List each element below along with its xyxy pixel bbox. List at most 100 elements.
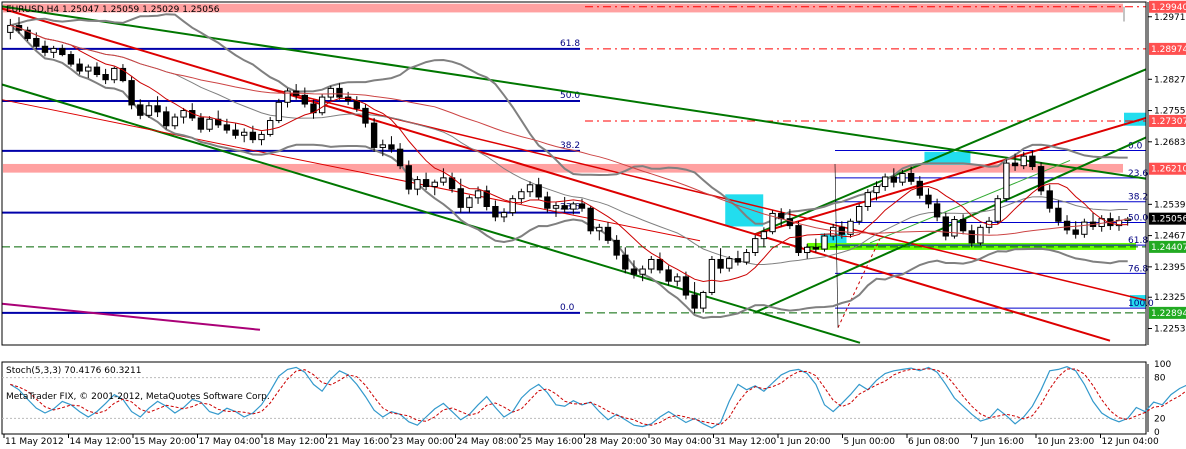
candle-body xyxy=(518,191,525,200)
candle-body xyxy=(587,207,594,232)
time-tick-label: 1 Jun 20:00 xyxy=(779,437,831,447)
candle-body xyxy=(483,190,490,207)
time-tick-label: 23 May 00:00 xyxy=(392,437,454,447)
stochastic-label: Stoch(5,3,3) 70.4176 60.3211 xyxy=(6,366,141,376)
candle-body xyxy=(111,67,118,81)
time-tick-label: 7 Jun 16:00 xyxy=(973,437,1025,447)
candle-body xyxy=(1003,162,1010,200)
price-tick-label: 1.27550 xyxy=(1154,107,1186,117)
candle-body xyxy=(622,254,629,270)
overlay-layer xyxy=(1,1,1147,435)
candle-body xyxy=(933,203,941,218)
fib-right-label: 100.0 xyxy=(1128,299,1154,309)
time-tick-label: 10 Jun 23:00 xyxy=(1037,437,1094,447)
fib-right-label: 0.0 xyxy=(1128,141,1143,151)
candle-body xyxy=(24,29,31,39)
candle-body xyxy=(864,192,872,207)
stochastic-tick-label: 80 xyxy=(1154,374,1166,384)
candle-body xyxy=(700,291,707,309)
candle-body xyxy=(1063,220,1071,231)
time-tick-label: 24 May 08:00 xyxy=(457,437,519,447)
candle-body xyxy=(881,176,889,188)
green-thin-line xyxy=(869,160,1071,244)
magenta-line xyxy=(1,302,261,331)
candle-body xyxy=(414,179,421,190)
candle-body xyxy=(258,133,265,141)
candle-body xyxy=(925,194,932,205)
time-tick-label: 6 Jun 08:00 xyxy=(908,437,960,447)
price-tag-label: 1.27307 xyxy=(1151,117,1186,127)
candle-body xyxy=(59,47,66,56)
time-tick-label: 18 May 12:00 xyxy=(263,437,325,447)
fib-right-label: 50.0 xyxy=(1128,214,1148,224)
stochastic-layer: 100 80 20 0 xyxy=(2,360,1186,438)
time-tick-label: 12 Jun 04:00 xyxy=(1102,437,1159,447)
green-channel-lower xyxy=(1,83,861,344)
candle-body xyxy=(838,226,846,235)
candle-body xyxy=(119,67,127,82)
moving-average-slow xyxy=(10,24,1128,236)
bollinger-upper-band xyxy=(10,13,1128,225)
fib-left-label: 38.2 xyxy=(560,141,580,151)
stochastic-pane-frame xyxy=(1,361,1147,435)
time-tick-label: 11 May 2012 xyxy=(5,437,64,447)
stochastic-tick-label: 100 xyxy=(1154,360,1171,370)
candle-body xyxy=(916,180,923,196)
candle-body xyxy=(847,220,854,235)
candle-body xyxy=(951,219,958,237)
candle-body xyxy=(33,37,40,47)
price-tick-label: 1.25390 xyxy=(1154,200,1186,210)
candle-body xyxy=(301,94,309,105)
candle-body xyxy=(873,186,880,194)
candle-body xyxy=(717,258,724,269)
candle-body xyxy=(223,124,231,131)
candle-body xyxy=(93,66,101,76)
green-channel-upper xyxy=(1,5,1147,180)
fib-anchor-line xyxy=(834,163,839,328)
candle-body xyxy=(760,231,768,240)
candle-body xyxy=(405,165,412,190)
candle-body xyxy=(102,74,109,81)
price-tag xyxy=(1149,162,1186,175)
candle-body xyxy=(41,45,49,53)
candle-body xyxy=(596,226,603,232)
fib-right-label: 76.8 xyxy=(1128,264,1148,274)
price-tick-label: 1.24670 xyxy=(1154,232,1186,242)
candle-body xyxy=(422,179,430,188)
red-rising-line xyxy=(754,116,1147,236)
candle-body xyxy=(734,258,742,263)
candle-body xyxy=(1037,166,1045,192)
time-axis-layer: 11 May 2012 14 May 12:00 15 May 20:00 17 Ma… xyxy=(3,434,1159,447)
red-trendline-thin xyxy=(1,99,701,242)
candle-body xyxy=(241,131,248,136)
green-channel-rising-lower xyxy=(754,136,1147,314)
candle-body xyxy=(570,203,577,210)
candle-body xyxy=(180,110,187,118)
time-tick-label: 31 May 12:00 xyxy=(715,437,777,447)
candle-body xyxy=(804,246,811,254)
stochastic-tick-label: 20 xyxy=(1154,414,1166,424)
candle-body xyxy=(474,190,482,199)
candle-body xyxy=(890,176,897,183)
candle-body xyxy=(154,105,161,113)
resistance-zone-top xyxy=(3,3,1123,13)
trendlines-layer xyxy=(1,5,1147,344)
candle-body xyxy=(743,252,750,263)
time-tick-label: 17 May 04:00 xyxy=(199,437,261,447)
price-tick-label: 1.29710 xyxy=(1154,13,1186,23)
candle-body xyxy=(795,225,802,254)
candle-body xyxy=(353,100,360,109)
candle-body xyxy=(907,173,915,182)
price-tick-label: 1.23250 xyxy=(1154,293,1186,303)
candle-body xyxy=(769,212,776,233)
candle-body xyxy=(994,198,1001,222)
candle-body xyxy=(318,96,326,114)
candle-body xyxy=(67,54,75,65)
fib-right-label: 38.2 xyxy=(1128,193,1148,203)
price-tag-label: 1.26210 xyxy=(1151,165,1186,175)
candle-body xyxy=(1072,229,1079,235)
candle-body xyxy=(1011,162,1019,167)
candle-body xyxy=(691,294,698,309)
candle-body xyxy=(336,87,343,98)
